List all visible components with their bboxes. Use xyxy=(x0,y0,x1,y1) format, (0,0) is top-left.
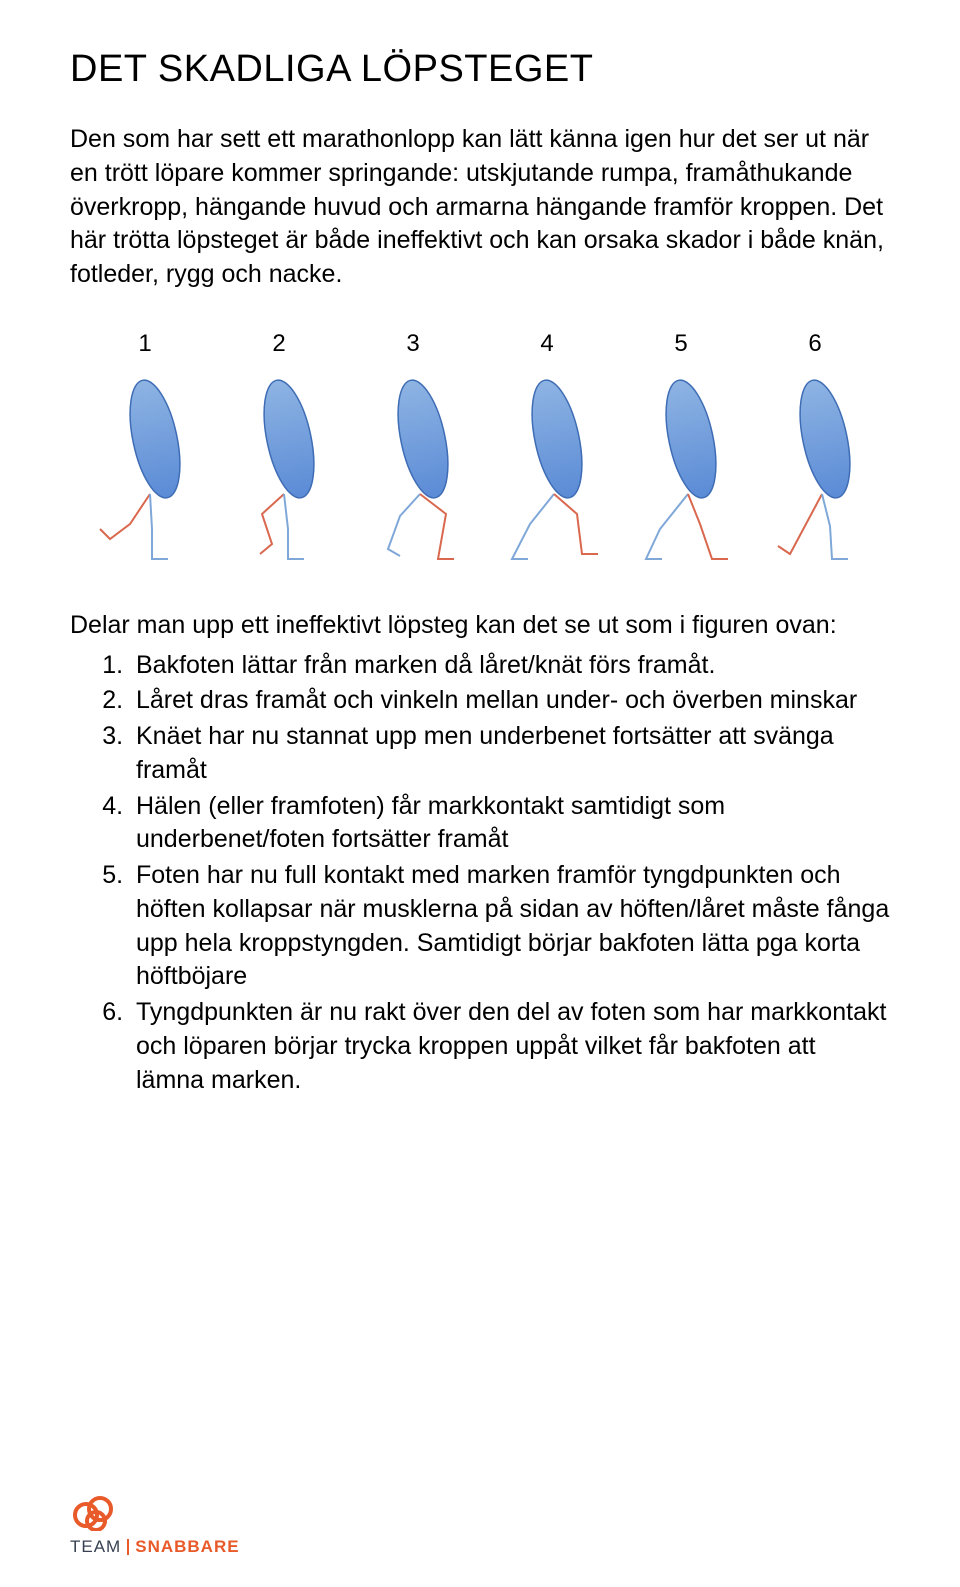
figure-label: 5 xyxy=(616,330,746,358)
intro-paragraph: Den som har sett ett marathonlopp kan lä… xyxy=(70,123,890,292)
footer-brand: TEAM SNABBARE xyxy=(70,1537,240,1557)
gait-figure-row: 1 2 3 4 xyxy=(70,330,890,569)
figure-frame-5: 5 xyxy=(616,330,746,569)
runner-icon xyxy=(616,364,746,564)
runner-icon xyxy=(750,364,880,564)
figure-label: 1 xyxy=(80,330,210,358)
figure-label: 6 xyxy=(750,330,880,358)
step-item: Bakfoten lättar från marken då låret/knä… xyxy=(130,649,890,683)
step-item: Hälen (eller framfoten) får markkontakt … xyxy=(130,790,890,858)
steps-list: Bakfoten lättar från marken då låret/knä… xyxy=(70,649,890,1098)
footer-team-text: TEAM xyxy=(70,1537,121,1557)
runner-icon xyxy=(80,364,210,564)
figure-label: 3 xyxy=(348,330,478,358)
footer-divider xyxy=(127,1539,129,1555)
runner-icon xyxy=(348,364,478,564)
figure-frame-3: 3 xyxy=(348,330,478,569)
footer-brand-text: SNABBARE xyxy=(135,1537,239,1557)
runner-icon xyxy=(482,364,612,564)
runner-icon xyxy=(214,364,344,564)
figure-label: 4 xyxy=(482,330,612,358)
step-item: Knäet har nu stannat upp men underbenet … xyxy=(130,720,890,788)
step-item: Låret dras framåt och vinkeln mellan und… xyxy=(130,684,890,718)
figure-label: 2 xyxy=(214,330,344,358)
page-footer: TEAM SNABBARE xyxy=(70,1491,240,1557)
figure-frame-1: 1 xyxy=(80,330,210,569)
figure-frame-4: 4 xyxy=(482,330,612,569)
step-item: Foten har nu full kontakt med marken fra… xyxy=(130,859,890,994)
list-lead: Delar man upp ett ineffektivt löpsteg ka… xyxy=(70,609,890,643)
figure-frame-2: 2 xyxy=(214,330,344,569)
page-title: DET SKADLIGA LÖPSTEGET xyxy=(70,48,890,91)
logo-icon xyxy=(70,1491,118,1531)
step-item: Tyngdpunkten är nu rakt över den del av … xyxy=(130,996,890,1097)
figure-frame-6: 6 xyxy=(750,330,880,569)
